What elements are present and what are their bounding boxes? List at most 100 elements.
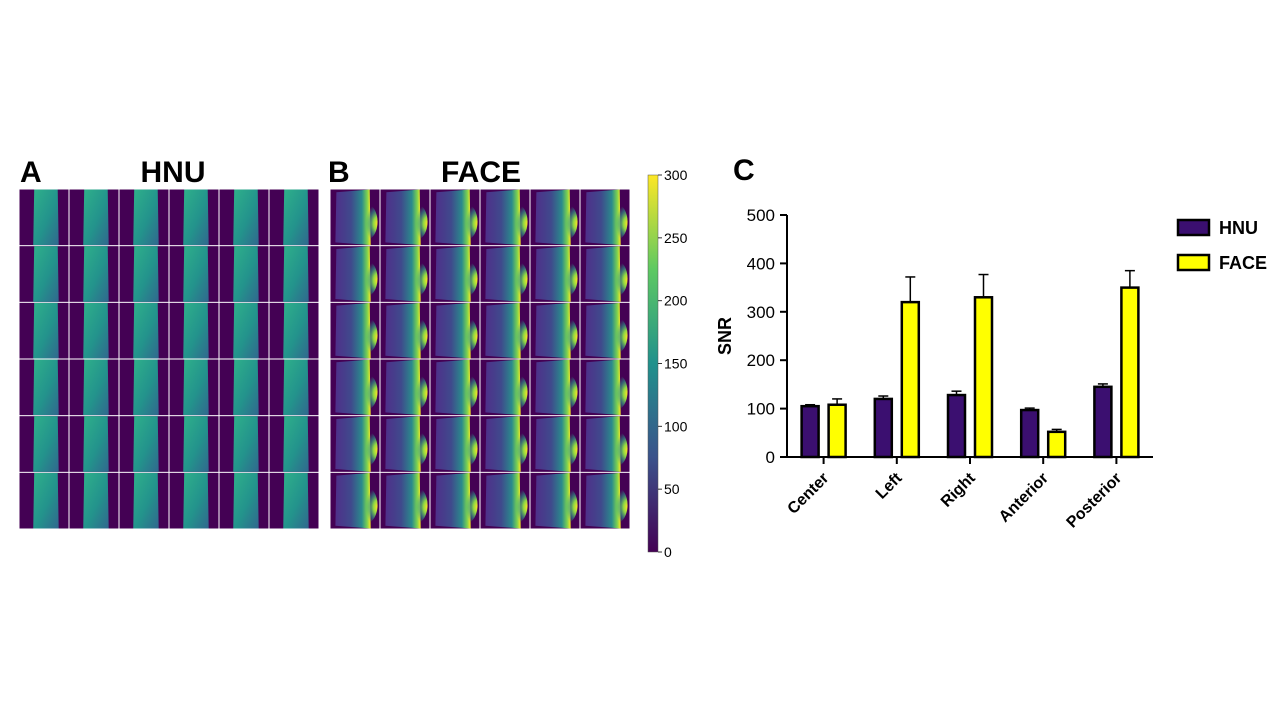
hnu-tile: [269, 359, 319, 416]
hnu-tile: [69, 472, 119, 529]
x-tick-label-anterior: Anterior: [996, 470, 1052, 526]
hnu-tile: [219, 416, 269, 472]
face-grid-background: [330, 189, 630, 529]
face-tile: [530, 189, 580, 246]
colorbar-tick-label: 300: [664, 167, 688, 183]
hnu-tile: [19, 302, 69, 359]
hnu-grid-background: [19, 189, 319, 529]
face-tile: [480, 246, 530, 302]
bar-hnu-left: [873, 397, 894, 459]
y-tick-label: 200: [747, 351, 775, 370]
x-tick-label-posterior: Posterior: [1064, 470, 1126, 532]
bar-hnu-right: [946, 393, 967, 459]
hnu-tile: [169, 416, 219, 472]
hnu-tile: [169, 302, 219, 359]
face-tile: [380, 416, 430, 472]
legend-label-hnu: HNU: [1219, 218, 1258, 238]
colorbar-ticks: 0 50 100 150 200 250 300: [658, 167, 688, 560]
hnu-tile: [269, 416, 319, 472]
bar-hnu-center: [800, 404, 820, 459]
y-tick-label: 100: [747, 400, 775, 419]
hnu-tile: [119, 359, 169, 416]
bar-hnu-posterior: [1093, 385, 1113, 459]
face-tile: [430, 472, 480, 529]
hnu-tile: [119, 189, 169, 246]
face-tile: [580, 189, 630, 246]
hnu-tile: [269, 302, 319, 359]
chart-legend: HNU FACE: [1176, 218, 1267, 273]
panel-a-title: HNU: [141, 156, 206, 189]
y-tick-label: 0: [766, 448, 775, 467]
face-tile: [530, 302, 580, 359]
face-tile: [330, 416, 380, 472]
hnu-tile: [19, 189, 69, 246]
face-tile: [430, 416, 480, 472]
face-tile: [480, 189, 530, 246]
panel-b-title: FACE: [441, 156, 521, 189]
colorbar-tick-label: 150: [664, 356, 688, 372]
colorbar-tick-label: 200: [664, 293, 688, 309]
face-tile: [380, 246, 430, 302]
face-tile: [580, 472, 630, 529]
hnu-tile: [219, 472, 269, 529]
face-tile: [380, 359, 430, 416]
hnu-tile: [19, 472, 69, 529]
hnu-tile: [269, 189, 319, 246]
hnu-tile: [69, 246, 119, 302]
y-axis-label: SNR: [715, 317, 735, 355]
face-tile: [480, 416, 530, 472]
bar-face-anterior: [1046, 430, 1067, 459]
face-tile: [330, 246, 380, 302]
hnu-tile: [19, 359, 69, 416]
hnu-tile: [119, 302, 169, 359]
colorbar: [647, 174, 659, 553]
face-tile: [530, 359, 580, 416]
face-tile: [430, 246, 480, 302]
hnu-tile: [169, 472, 219, 529]
face-tile: [330, 302, 380, 359]
face-tile: [580, 416, 630, 472]
face-tile: [580, 302, 630, 359]
hnu-tile: [69, 302, 119, 359]
face-tile: [580, 246, 630, 302]
hnu-tile: [219, 302, 269, 359]
bar-face-posterior: [1120, 286, 1140, 459]
hnu-tile: [219, 189, 269, 246]
bar-hnu-anterior: [1019, 408, 1040, 459]
hnu-tile: [119, 246, 169, 302]
bar-face-center: [827, 403, 847, 459]
face-tile: [330, 472, 380, 529]
colorbar-tick-label: 50: [664, 481, 680, 497]
bar-face-left: [900, 300, 921, 459]
y-tick-label: 500: [747, 206, 775, 225]
hnu-tile: [269, 472, 319, 529]
legend-swatch-hnu: [1176, 218, 1211, 237]
legend-label-face: FACE: [1219, 253, 1267, 273]
colorbar-tick-label: 100: [664, 418, 688, 434]
panel-b-letter: B: [328, 156, 350, 189]
panel-c-letter: C: [733, 154, 755, 187]
x-tick-label-left: Left: [873, 469, 906, 502]
colorbar-tick-label: 0: [664, 544, 672, 560]
hnu-tile: [169, 246, 219, 302]
hnu-tile: [19, 246, 69, 302]
face-tile: [380, 189, 430, 246]
hnu-tile: [119, 472, 169, 529]
hnu-tile: [269, 246, 319, 302]
hnu-tile: [69, 189, 119, 246]
face-tile: [580, 359, 630, 416]
panel-a-letter: A: [20, 156, 42, 189]
hnu-tile: [119, 416, 169, 472]
hnu-tile: [169, 359, 219, 416]
x-tick-label-center: Center: [785, 470, 833, 518]
y-tick-label: 300: [747, 303, 775, 322]
hnu-tile: [169, 189, 219, 246]
hnu-tile: [69, 416, 119, 472]
face-tile: [530, 246, 580, 302]
x-tick-label-right: Right: [938, 469, 979, 510]
face-tile: [430, 189, 480, 246]
hnu-tile: [219, 359, 269, 416]
face-tile: [530, 472, 580, 529]
face-tile: [430, 359, 480, 416]
bar-face-right: [973, 296, 994, 459]
